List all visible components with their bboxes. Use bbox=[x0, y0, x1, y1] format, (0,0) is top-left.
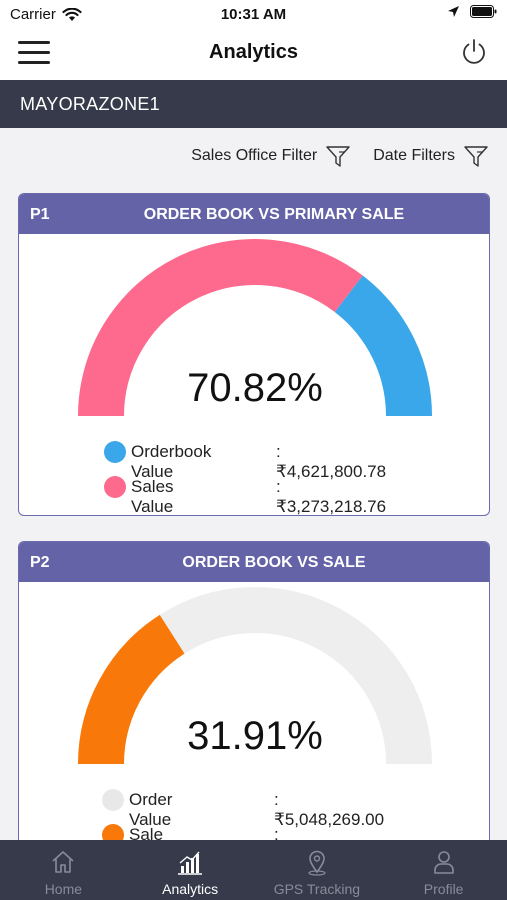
gauge-chart: 31.91% bbox=[19, 582, 489, 782]
date-filter-label: Date Filters bbox=[373, 147, 455, 164]
card-title: ORDER BOOK VS PRIMARY SALE bbox=[143, 206, 405, 223]
legend-dot bbox=[102, 789, 124, 811]
tab-bar: Home Analytics GPS Tracking Profile bbox=[0, 840, 507, 900]
tab-label: Profile bbox=[423, 881, 464, 897]
tab-gps-tracking[interactable]: GPS Tracking bbox=[254, 840, 381, 900]
location-pin-icon bbox=[308, 850, 326, 876]
gauge-percent: 70.82% bbox=[187, 366, 323, 410]
gauge-rest-arc bbox=[159, 587, 432, 765]
status-bar: Carrier 10:31 AM bbox=[0, 0, 507, 28]
filter-row: Sales Office Filter Date Filters bbox=[191, 143, 489, 169]
carrier-label: Carrier bbox=[10, 6, 56, 23]
legend-label: Order Value bbox=[129, 790, 173, 829]
legend-value: : ₹3,273,218.76 bbox=[276, 477, 387, 516]
zone-title: MAYORAZONE1 bbox=[0, 80, 507, 128]
carrier-info: Carrier bbox=[10, 6, 82, 23]
tab-analytics[interactable]: Analytics bbox=[127, 840, 254, 900]
power-icon[interactable] bbox=[459, 37, 489, 67]
nav-bar: Analytics bbox=[0, 28, 507, 80]
analytics-card-p2: P2 ORDER BOOK VS SALE 31.91% Order Value… bbox=[18, 541, 490, 871]
tab-label: GPS Tracking bbox=[273, 881, 361, 897]
battery-icon bbox=[470, 5, 497, 18]
gauge-fill-arc bbox=[78, 239, 363, 417]
card-code: P1 bbox=[30, 206, 50, 223]
legend-value: : ₹4,621,800.78 bbox=[276, 442, 387, 481]
legend-label: Sales Value bbox=[131, 477, 174, 516]
hamburger-icon[interactable] bbox=[18, 41, 50, 65]
gauge-chart: 70.82% bbox=[19, 234, 489, 434]
legend-value: : ₹5,048,269.00 bbox=[274, 790, 385, 829]
bar-chart-icon bbox=[178, 851, 203, 875]
gauge-rest-arc bbox=[334, 275, 432, 417]
tab-label: Analytics bbox=[162, 881, 219, 897]
home-icon bbox=[52, 851, 74, 873]
analytics-card-p1: P1 ORDER BOOK VS PRIMARY SALE 70.82% Ord… bbox=[18, 193, 490, 516]
location-arrow-icon bbox=[448, 6, 459, 17]
wifi-icon bbox=[62, 7, 82, 21]
legend-dot bbox=[104, 441, 126, 463]
person-icon bbox=[433, 851, 454, 874]
card-header: P1 ORDER BOOK VS PRIMARY SALE bbox=[19, 194, 489, 234]
legend-label: Orderbook Value bbox=[131, 442, 212, 481]
funnel-icon bbox=[326, 146, 350, 167]
status-time: 10:31 AM bbox=[220, 6, 287, 23]
card-code: P2 bbox=[30, 554, 50, 571]
status-right bbox=[447, 5, 497, 18]
legend-dot bbox=[104, 476, 126, 498]
funnel-icon bbox=[464, 146, 488, 167]
page-title: Analytics bbox=[209, 41, 298, 63]
tab-profile[interactable]: Profile bbox=[380, 840, 507, 900]
tab-label: Home bbox=[44, 881, 83, 897]
tab-home[interactable]: Home bbox=[0, 840, 127, 900]
card-header: P2 ORDER BOOK VS SALE bbox=[19, 542, 489, 582]
gauge-percent: 31.91% bbox=[187, 714, 323, 758]
gauge-fill-arc bbox=[78, 614, 186, 765]
card-title: ORDER BOOK VS SALE bbox=[182, 554, 366, 571]
sales-office-filter-label: Sales Office Filter bbox=[191, 147, 318, 164]
date-filter-button[interactable]: Date Filters bbox=[373, 143, 489, 169]
sales-office-filter-button[interactable]: Sales Office Filter bbox=[191, 143, 351, 169]
